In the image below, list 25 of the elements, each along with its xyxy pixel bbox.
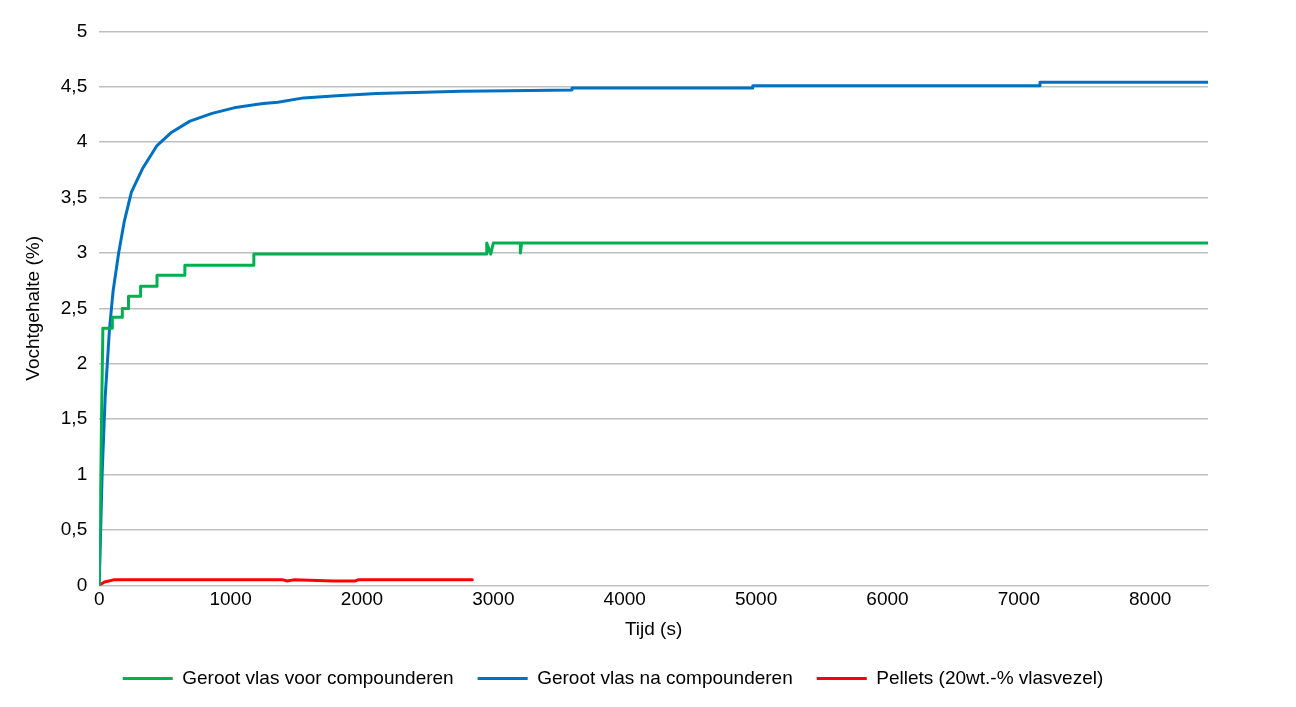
x-tick-label: 5000: [734, 588, 778, 610]
x-tick-label: 6000: [866, 588, 909, 610]
x-tick-label: 1000: [209, 588, 252, 610]
x-tick-label: 0: [93, 588, 105, 610]
legend-label: Geroot vlas na compounderen: [537, 666, 793, 688]
y-tick-label: 3,5: [60, 185, 88, 207]
y-tick-label: 2: [76, 352, 88, 374]
y-tick-label: 3: [76, 241, 88, 263]
x-tick-label: 2000: [340, 588, 384, 610]
legend-label: Geroot vlas voor compounderen: [182, 666, 454, 688]
x-axis-title: Tijd (s): [624, 617, 683, 639]
y-tick-label: 5: [76, 19, 88, 41]
y-axis-title: Vochtgehalte (%): [21, 236, 43, 381]
y-tick-label: 4,5: [60, 75, 88, 97]
y-tick-label: 4: [76, 130, 88, 152]
x-tick-label: 3000: [472, 588, 515, 610]
y-tick-label: 0: [76, 573, 88, 595]
y-tick-label: 0,5: [60, 518, 88, 540]
y-tick-label: 1: [76, 462, 88, 484]
y-tick-label: 2,5: [60, 296, 88, 318]
x-tick-label: 4000: [603, 588, 646, 610]
legend-label: Pellets (20wt.-% vlasvezel): [876, 666, 1104, 688]
x-tick-label: 8000: [1129, 588, 1172, 610]
x-tick-label: 7000: [997, 588, 1040, 610]
y-tick-label: 1,5: [60, 407, 88, 429]
